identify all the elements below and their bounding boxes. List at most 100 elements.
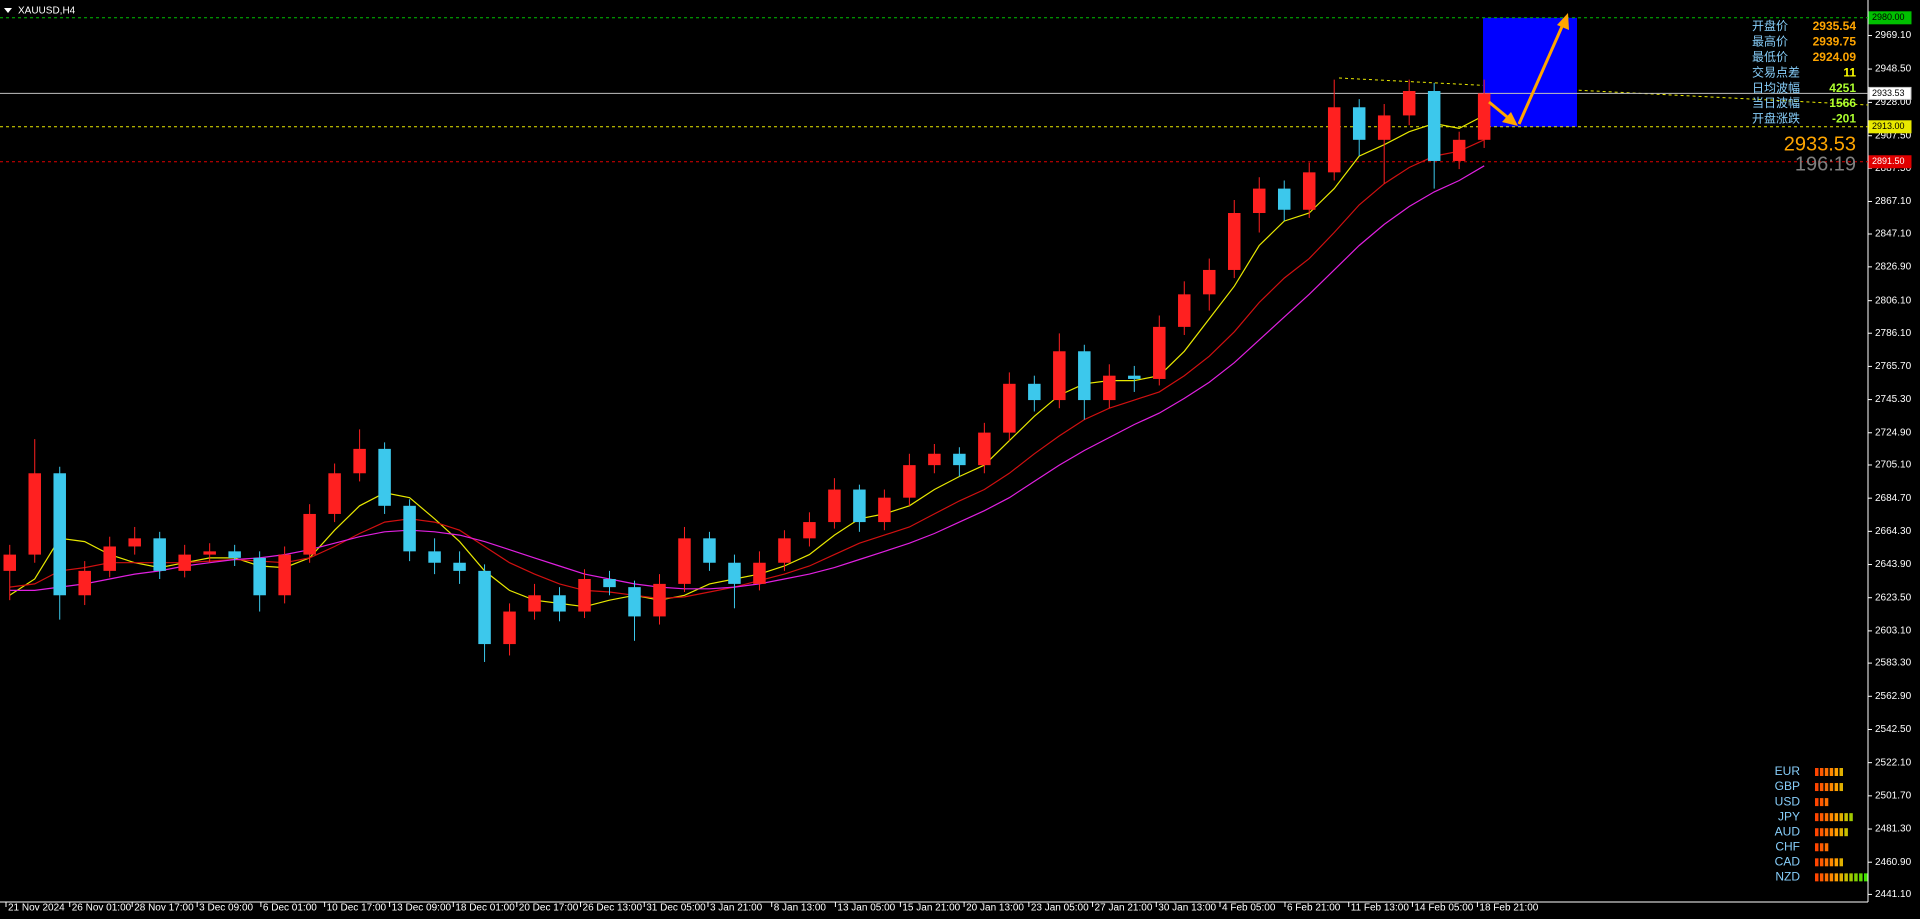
bar-timer: 196:19 xyxy=(1795,153,1856,175)
strength-pip xyxy=(1815,813,1819,822)
strength-pip xyxy=(1824,858,1829,867)
candle-body xyxy=(78,570,91,596)
strength-pip xyxy=(1844,828,1848,837)
strength-pip xyxy=(1854,873,1858,882)
arrow xyxy=(1517,21,1566,125)
strength-pip xyxy=(1834,813,1839,822)
currency-name: JPY xyxy=(1778,809,1800,823)
strength-pip xyxy=(1819,813,1824,822)
price-label: 2980.00 xyxy=(1872,12,1905,22)
strength-pip xyxy=(1834,873,1839,882)
currency-name: EUR xyxy=(1775,764,1801,778)
candle-body xyxy=(353,448,366,474)
candle-body xyxy=(753,562,766,584)
y-tick-label: 2583.30 xyxy=(1875,658,1912,669)
y-tick-label: 2705.10 xyxy=(1875,460,1912,471)
y-tick-label: 2441.10 xyxy=(1875,889,1912,900)
strength-bar xyxy=(1815,873,1868,882)
strength-pip xyxy=(1824,798,1829,807)
candle-body xyxy=(703,538,716,563)
strength-pip xyxy=(1819,858,1824,867)
currency-name: GBP xyxy=(1775,779,1800,793)
y-tick-label: 2826.90 xyxy=(1875,261,1912,272)
y-tick-label: 2786.10 xyxy=(1875,328,1912,339)
strength-pip xyxy=(1834,768,1839,776)
info-value: 2924.09 xyxy=(1813,50,1857,64)
price-label: 2933.53 xyxy=(1872,88,1905,98)
strength-pip xyxy=(1815,843,1819,852)
candle-body xyxy=(903,465,916,498)
price-label-box xyxy=(1868,86,1912,100)
strength-bar xyxy=(1815,768,1843,776)
candle-body xyxy=(1153,326,1166,379)
strength-pip xyxy=(1824,873,1829,882)
candle-body xyxy=(1452,139,1466,161)
candle-body xyxy=(1103,375,1116,401)
strength-pip xyxy=(1844,873,1848,882)
candle-body xyxy=(3,554,16,571)
currency-name: USD xyxy=(1775,794,1801,808)
current-price: 2933.53 xyxy=(1784,133,1856,155)
strength-pip xyxy=(1834,858,1839,867)
strength-bar xyxy=(1815,798,1829,807)
candle-body xyxy=(428,551,441,563)
strength-pip xyxy=(1824,783,1829,792)
strength-pip xyxy=(1839,768,1843,776)
strength-pip xyxy=(1824,813,1829,822)
price-label: 2913.00 xyxy=(1872,121,1905,131)
candle-body xyxy=(578,579,591,612)
candle-body xyxy=(253,557,266,596)
x-tick-label: 13 Jan 05:00 xyxy=(837,903,895,914)
candle-body xyxy=(1252,188,1266,214)
y-tick-label: 2481.30 xyxy=(1875,824,1912,835)
x-tick-label: 31 Dec 05:00 xyxy=(646,903,706,914)
strength-pip xyxy=(1859,873,1863,882)
y-tick-label: 2623.50 xyxy=(1875,592,1912,603)
candle-body xyxy=(553,595,566,612)
info-label: 最低价 xyxy=(1752,50,1788,64)
x-tick-label: 6 Feb 21:00 xyxy=(1287,903,1341,914)
candle-body xyxy=(828,489,841,523)
x-tick-label: 20 Jan 13:00 xyxy=(966,903,1024,914)
candle-body xyxy=(803,522,816,539)
strength-pip xyxy=(1824,843,1829,852)
x-tick-label: 8 Jan 13:00 xyxy=(774,903,827,914)
candle-body xyxy=(653,583,666,617)
candle-body xyxy=(403,505,416,552)
candle-body xyxy=(1203,269,1216,295)
info-value: 11 xyxy=(1843,65,1856,79)
strength-pip xyxy=(1815,858,1819,867)
x-tick-label: 4 Feb 05:00 xyxy=(1222,903,1276,914)
y-tick-label: 2887.50 xyxy=(1875,163,1912,174)
y-tick-label: 2522.10 xyxy=(1875,757,1912,768)
y-tick-label: 2664.30 xyxy=(1875,526,1912,537)
info-value: 2939.75 xyxy=(1813,35,1857,49)
candle-body xyxy=(528,595,541,612)
info-label: 最高价 xyxy=(1752,34,1788,49)
menu-arrow[interactable] xyxy=(4,8,12,13)
strength-pip xyxy=(1839,813,1843,822)
y-tick-label: 2643.90 xyxy=(1875,559,1912,570)
y-tick-label: 2806.10 xyxy=(1875,295,1912,306)
candle-body xyxy=(1053,351,1066,401)
candle-body xyxy=(478,570,491,645)
x-tick-label: 15 Jan 21:00 xyxy=(902,903,960,914)
candle-body xyxy=(1178,294,1191,327)
candle-body xyxy=(378,448,391,506)
strength-pip xyxy=(1819,828,1824,837)
strength-pip xyxy=(1819,798,1824,807)
strength-bar xyxy=(1815,783,1843,792)
candle-body xyxy=(853,489,866,523)
candle-body xyxy=(1228,213,1241,270)
x-tick-label: 6 Dec 01:00 xyxy=(263,903,317,914)
info-label: 开盘涨跌 xyxy=(1752,111,1800,126)
strength-pip xyxy=(1834,828,1839,837)
chart-title: XAUUSD,H4 xyxy=(18,6,76,17)
strength-pip xyxy=(1839,858,1843,867)
strength-pip xyxy=(1829,873,1834,882)
candle-body xyxy=(153,538,166,571)
candle-body xyxy=(203,551,216,555)
candle-body xyxy=(1427,91,1441,161)
info-value: 4251 xyxy=(1829,81,1856,95)
